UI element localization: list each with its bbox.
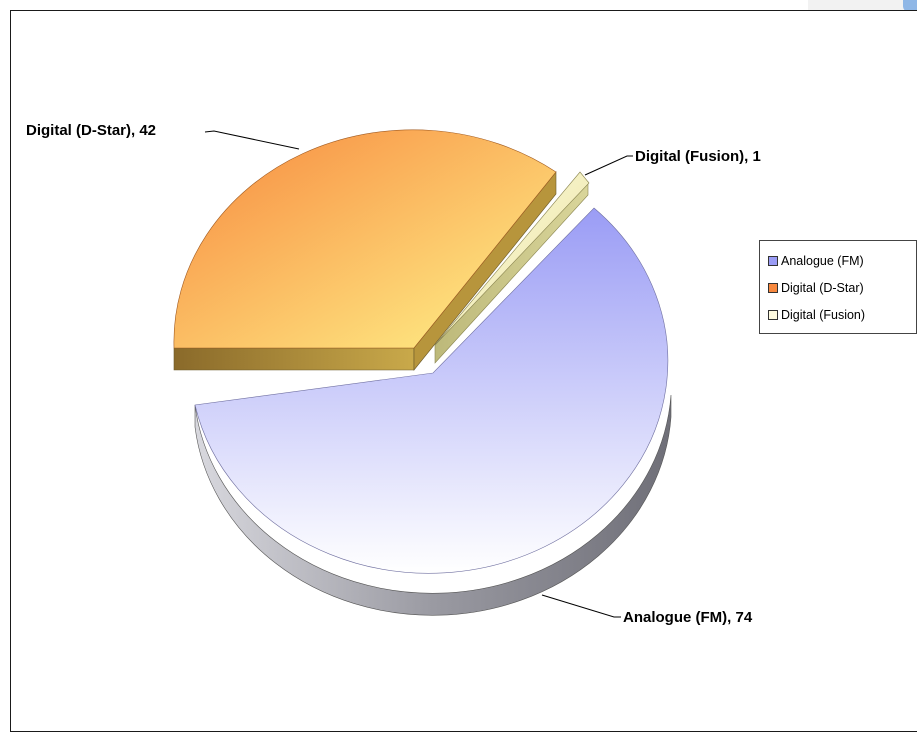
data-label-digital-d-star: Digital (D-Star), 42 <box>26 122 156 139</box>
legend-swatch-digital-d-star <box>768 282 778 293</box>
slice-digital-d-star-top <box>173 129 557 349</box>
legend-swatch-digital-fusion <box>768 309 778 320</box>
leader-line-fusion <box>584 155 633 176</box>
slice-analogue-fm-side <box>194 394 672 616</box>
leader-line-fm <box>541 594 621 618</box>
legend-swatch-analogue-fm <box>768 255 778 266</box>
legend-label-analogue-fm: Analogue (FM) <box>781 253 864 268</box>
legend-label-digital-fusion: Digital (Fusion) <box>781 307 866 322</box>
chart-legend: Analogue (FM) Digital (D-Star) Digital (… <box>759 240 917 334</box>
legend-label-digital-d-star: Digital (D-Star) <box>781 280 864 295</box>
slice-digital-d-star-side <box>173 347 415 371</box>
legend-item-digital-d-star: Digital (D-Star) <box>768 274 916 301</box>
data-label-analogue-fm: Analogue (FM), 74 <box>623 609 753 626</box>
slice-digital-fusion-top <box>434 171 590 346</box>
chart-frame: Digital (D-Star), 42 Digital (Fusion), 1… <box>10 10 917 732</box>
pie-slice-digital-d-star <box>173 129 557 371</box>
pie-slice-analogue-fm <box>194 207 672 616</box>
leader-line-d-star <box>204 130 300 150</box>
pie-slice-digital-fusion <box>434 171 590 364</box>
pie-chart: Digital (D-Star), 42 Digital (Fusion), 1… <box>26 122 761 626</box>
legend-item-analogue-fm: Analogue (FM) <box>768 247 916 274</box>
slice-analogue-fm-top <box>194 207 669 574</box>
legend-item-digital-fusion: Digital (Fusion) <box>768 301 916 328</box>
data-label-digital-fusion: Digital (Fusion), 1 <box>635 148 761 165</box>
